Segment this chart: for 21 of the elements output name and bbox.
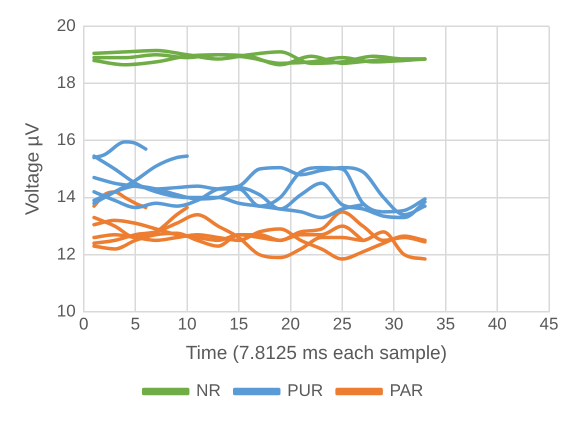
y-axis-title: Voltage µV [22,122,44,216]
x-tick-label: 25 [332,314,352,334]
x-tick-label: 0 [78,314,88,334]
x-tick-label: 10 [178,314,197,334]
x-tick-label: 45 [540,314,558,334]
legend-label: NR [196,381,221,400]
x-tick-label: 35 [436,314,456,334]
y-tick-label: 12 [56,244,76,264]
legend-label: PAR [390,381,424,400]
x-tick-label: 5 [130,314,140,334]
x-tick-label: 20 [281,314,300,334]
x-tick-label: 30 [384,314,404,334]
x-axis-title: Time (7.8125 ms each sample) [186,342,447,364]
y-tick-label: 20 [56,16,76,35]
y-tick-label: 18 [56,73,76,92]
y-tick-label: 10 [56,301,76,320]
x-tick-label: 40 [488,314,507,334]
x-tick-label: 15 [229,314,248,334]
y-tick-label: 16 [56,130,76,150]
y-tick-label: 14 [56,187,76,206]
legend-label: PUR [287,381,324,400]
